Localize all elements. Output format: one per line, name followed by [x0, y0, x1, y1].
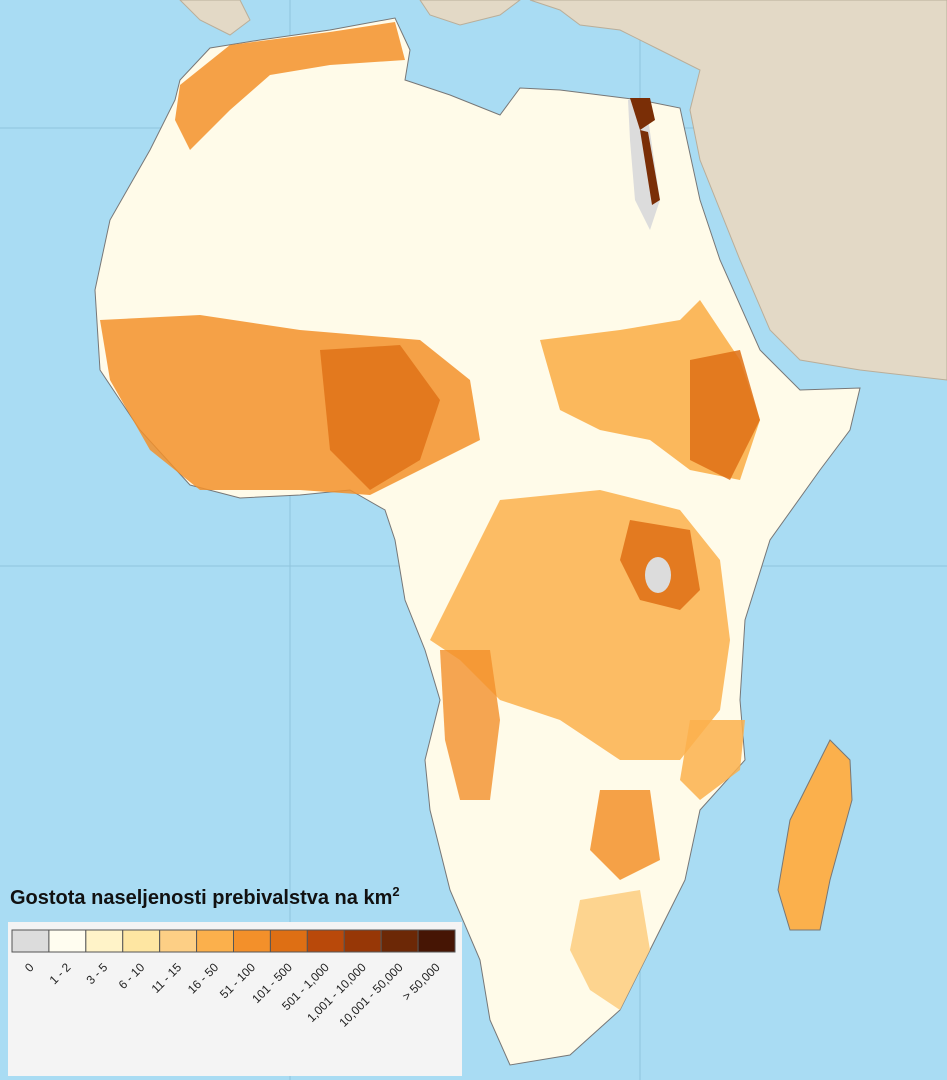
legend-swatch [343, 929, 382, 953]
legend-swatch [196, 929, 234, 953]
legend-swatch [122, 929, 161, 953]
legend-swatch [85, 929, 124, 953]
eurasia-land [179, 0, 947, 381]
legend-swatch [233, 929, 271, 953]
legend-swatch [306, 929, 345, 953]
density-patches [100, 22, 760, 1010]
legend-swatch [48, 929, 87, 953]
legend-swatch [380, 929, 419, 953]
title-superscript: 2 [392, 884, 399, 899]
legend-swatch [159, 929, 198, 953]
legend-swatch [269, 929, 308, 953]
madagascar [777, 739, 853, 931]
map-title: Gostota naseljenosti prebivalstva na km2 [10, 884, 400, 909]
legend-swatch [417, 929, 456, 953]
title-text: Gostota naseljenosti prebivalstva na km [10, 887, 392, 909]
legend-swatch [11, 929, 50, 953]
